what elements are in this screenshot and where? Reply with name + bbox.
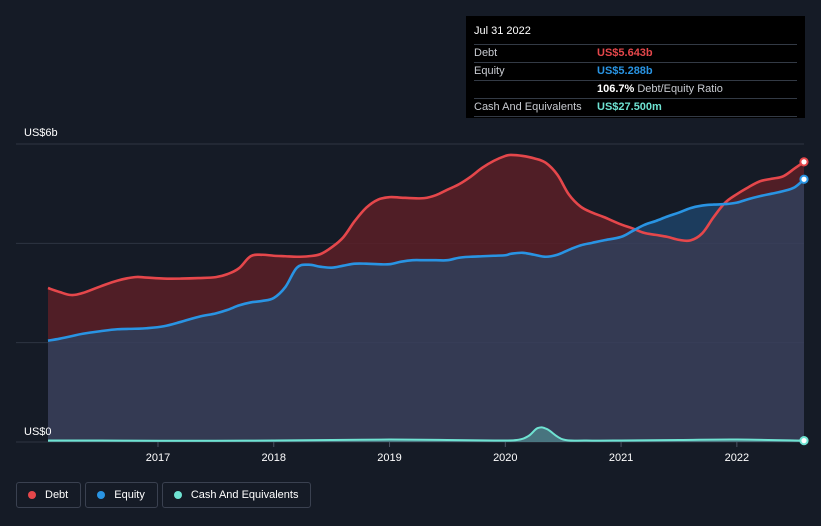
y-axis-top-label: US$6b: [24, 127, 58, 139]
chart-end-markers: [799, 157, 809, 446]
x-tick-label-2021: 2021: [609, 452, 633, 464]
debt-end-marker[interactable]: [799, 157, 809, 167]
x-tick-label-2019: 2019: [377, 452, 401, 464]
tooltip-cash-label: Cash And Equivalents: [474, 101, 582, 113]
chart-lines: [47, 153, 805, 442]
cash-area: [48, 427, 804, 442]
x-tick-label-2022: 2022: [725, 452, 749, 464]
legend-equity-dot-icon: [97, 491, 106, 499]
tooltip-date: Jul 31 2022: [474, 24, 797, 45]
debt-area: [48, 154, 804, 341]
debt-series-line: [47, 153, 805, 297]
cash-end-marker[interactable]: [799, 436, 809, 446]
legend-cash-label: Cash And Equivalents: [190, 489, 299, 501]
tooltip-row-cash: Cash And Equivalents US$27.500m: [474, 99, 797, 117]
tooltip-cash-value: US$27.500m: [597, 101, 662, 113]
tooltip-row-debt: Debt US$5.643b: [474, 45, 797, 63]
tooltip-ratio-value: 106.7%: [597, 83, 635, 95]
legend-cash-dot-icon: [173, 491, 182, 499]
legend-item-equity[interactable]: Equity: [85, 482, 158, 508]
hover-tooltip: Jul 31 2022 Debt US$5.643b Equity US$5.2…: [466, 16, 805, 118]
x-tick-label-2018: 2018: [262, 452, 286, 464]
tooltip-debt-label: Debt: [474, 47, 498, 59]
tooltip-ratio-empty-label: [474, 81, 597, 98]
y-axis-bottom-label: US$0: [24, 426, 52, 438]
legend-debt-label: Debt: [45, 489, 69, 501]
tooltip-equity-value: US$5.288b: [597, 65, 653, 77]
cash-series-line: [47, 426, 805, 442]
x-tick-label-2017: 2017: [146, 452, 170, 464]
x-axis-ticks: 2017 2018 2019 2020 2021 2022: [146, 442, 749, 464]
tooltip-equity-label: Equity: [474, 65, 505, 77]
tooltip-row-equity: Equity US$5.288b: [474, 63, 797, 81]
tooltip-debt-value: US$5.643b: [597, 47, 653, 59]
legend-item-debt[interactable]: Debt: [16, 482, 82, 508]
tooltip-ratio-label: Debt/Equity Ratio: [637, 83, 723, 95]
legend-item-cash[interactable]: Cash And Equivalents: [161, 482, 312, 508]
chart-areas: [48, 154, 804, 442]
tooltip-row-ratio: 106.7% Debt/Equity Ratio: [474, 81, 797, 99]
equity-end-marker[interactable]: [799, 174, 809, 184]
legend-equity-label: Equity: [114, 489, 145, 501]
legend-debt-dot-icon: [28, 491, 36, 499]
equity-series-line: [47, 178, 805, 342]
equity-area: [48, 179, 804, 442]
x-tick-label-2020: 2020: [493, 452, 517, 464]
chart-legend: Debt Equity Cash And Equivalents: [16, 482, 312, 508]
